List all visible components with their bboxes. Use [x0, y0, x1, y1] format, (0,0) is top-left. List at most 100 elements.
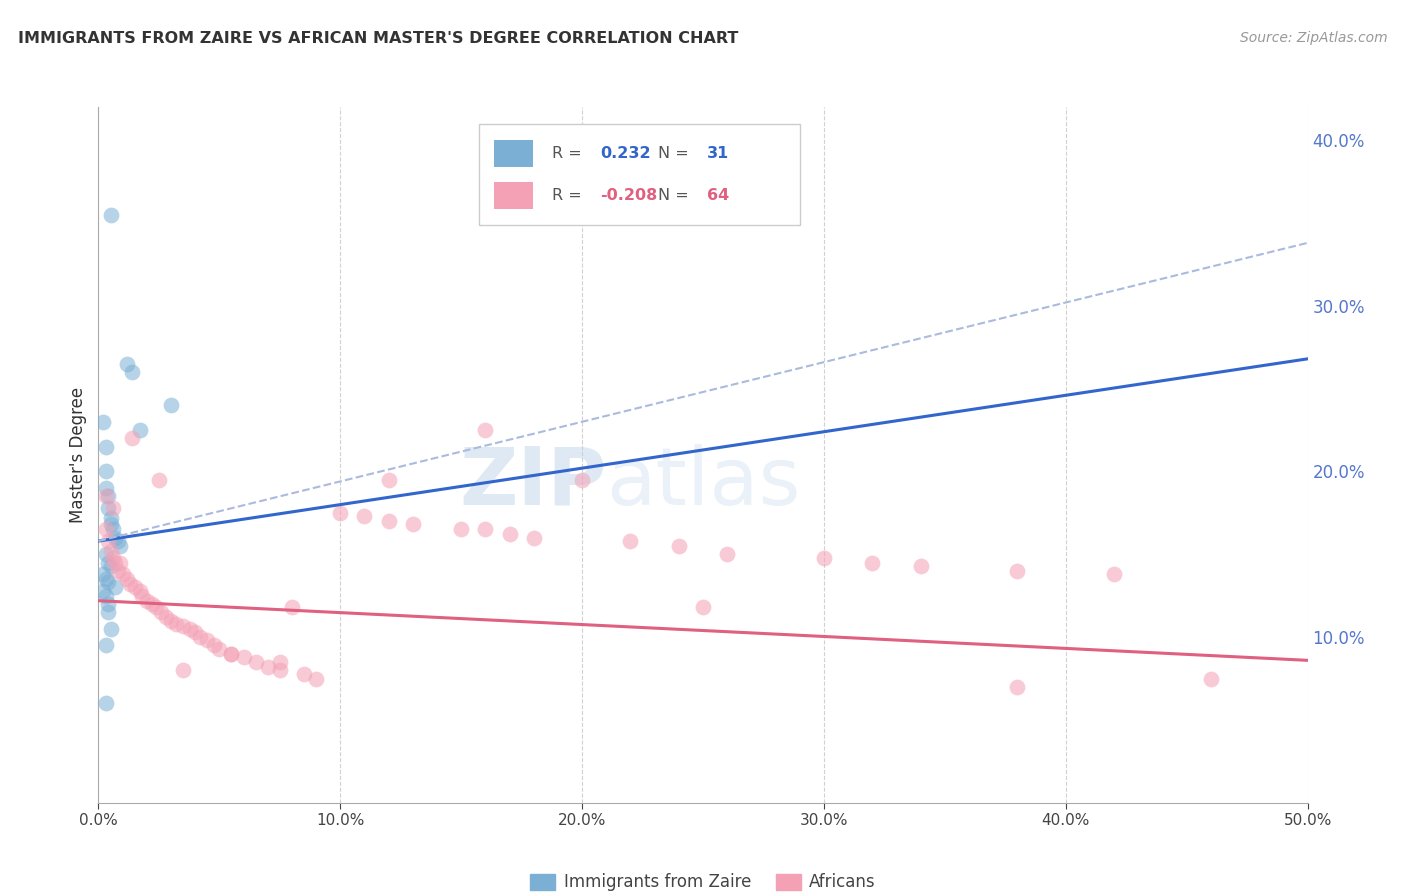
Text: -0.208: -0.208	[600, 188, 658, 202]
Point	[910, 558, 932, 573]
Point	[97, 489, 120, 503]
Point	[474, 423, 496, 437]
Point	[148, 473, 170, 487]
Point	[195, 633, 218, 648]
Text: atlas: atlas	[606, 443, 800, 522]
Point	[135, 593, 157, 607]
Point	[716, 547, 738, 561]
Point	[97, 534, 120, 549]
Point	[97, 605, 120, 619]
Point	[256, 660, 278, 674]
Legend: Immigrants from Zaire, Africans: Immigrants from Zaire, Africans	[523, 867, 883, 892]
Point	[131, 589, 153, 603]
Text: Source: ZipAtlas.com: Source: ZipAtlas.com	[1240, 31, 1388, 45]
Point	[498, 527, 520, 541]
Text: R =: R =	[551, 146, 586, 161]
Point	[100, 544, 122, 558]
Point	[100, 558, 122, 573]
Text: 0.232: 0.232	[600, 146, 651, 161]
Point	[101, 523, 124, 537]
Point	[172, 618, 194, 632]
Point	[121, 431, 143, 445]
Point	[813, 550, 835, 565]
Point	[329, 506, 352, 520]
Point	[104, 531, 127, 545]
Point	[108, 539, 131, 553]
Point	[523, 531, 546, 545]
Point	[305, 672, 328, 686]
Point	[141, 597, 163, 611]
Point	[100, 517, 122, 532]
Point	[94, 465, 117, 479]
Point	[121, 365, 143, 379]
Point	[118, 577, 141, 591]
Text: 64: 64	[707, 188, 728, 202]
Point	[619, 534, 641, 549]
Point	[1007, 680, 1029, 694]
Point	[128, 423, 150, 437]
Point	[117, 357, 139, 371]
Point	[860, 556, 883, 570]
Text: N =: N =	[658, 146, 695, 161]
Point	[184, 625, 207, 640]
FancyBboxPatch shape	[494, 182, 533, 209]
Point	[91, 583, 114, 598]
Point	[474, 523, 496, 537]
Text: IMMIGRANTS FROM ZAIRE VS AFRICAN MASTER'S DEGREE CORRELATION CHART: IMMIGRANTS FROM ZAIRE VS AFRICAN MASTER'…	[18, 31, 738, 46]
Point	[100, 622, 122, 636]
Point	[101, 550, 124, 565]
Text: ZIP: ZIP	[458, 443, 606, 522]
Point	[165, 616, 187, 631]
Point	[292, 666, 315, 681]
Point	[245, 655, 267, 669]
Point	[91, 415, 114, 429]
Point	[232, 650, 254, 665]
Point	[145, 600, 167, 615]
FancyBboxPatch shape	[479, 124, 800, 226]
Point	[94, 440, 117, 454]
Point	[117, 572, 139, 586]
Point	[104, 556, 127, 570]
Point	[100, 511, 122, 525]
Point	[269, 655, 291, 669]
Point	[208, 641, 231, 656]
Point	[107, 534, 129, 549]
Point	[179, 622, 201, 636]
Point	[101, 500, 124, 515]
Point	[402, 517, 425, 532]
Point	[94, 589, 117, 603]
Point	[94, 697, 117, 711]
Point	[155, 610, 177, 624]
Text: 31: 31	[707, 146, 728, 161]
Point	[94, 489, 117, 503]
Point	[107, 564, 129, 578]
Point	[1007, 564, 1029, 578]
Point	[172, 663, 194, 677]
Point	[450, 523, 472, 537]
Point	[94, 523, 117, 537]
Point	[128, 583, 150, 598]
Point	[111, 567, 134, 582]
Point	[269, 663, 291, 677]
Point	[94, 481, 117, 495]
Point	[160, 614, 183, 628]
Point	[571, 473, 593, 487]
Point	[124, 581, 146, 595]
Point	[150, 605, 173, 619]
FancyBboxPatch shape	[494, 140, 533, 167]
Point	[353, 509, 375, 524]
Point	[188, 630, 211, 644]
Text: R =: R =	[551, 188, 586, 202]
Point	[100, 208, 122, 222]
Point	[108, 556, 131, 570]
Point	[94, 572, 117, 586]
Point	[97, 575, 120, 590]
Y-axis label: Master's Degree: Master's Degree	[69, 387, 87, 523]
Point	[1199, 672, 1222, 686]
Point	[160, 398, 183, 412]
Point	[97, 597, 120, 611]
Point	[1102, 567, 1125, 582]
Point	[221, 647, 243, 661]
Point	[377, 473, 399, 487]
Point	[692, 600, 714, 615]
